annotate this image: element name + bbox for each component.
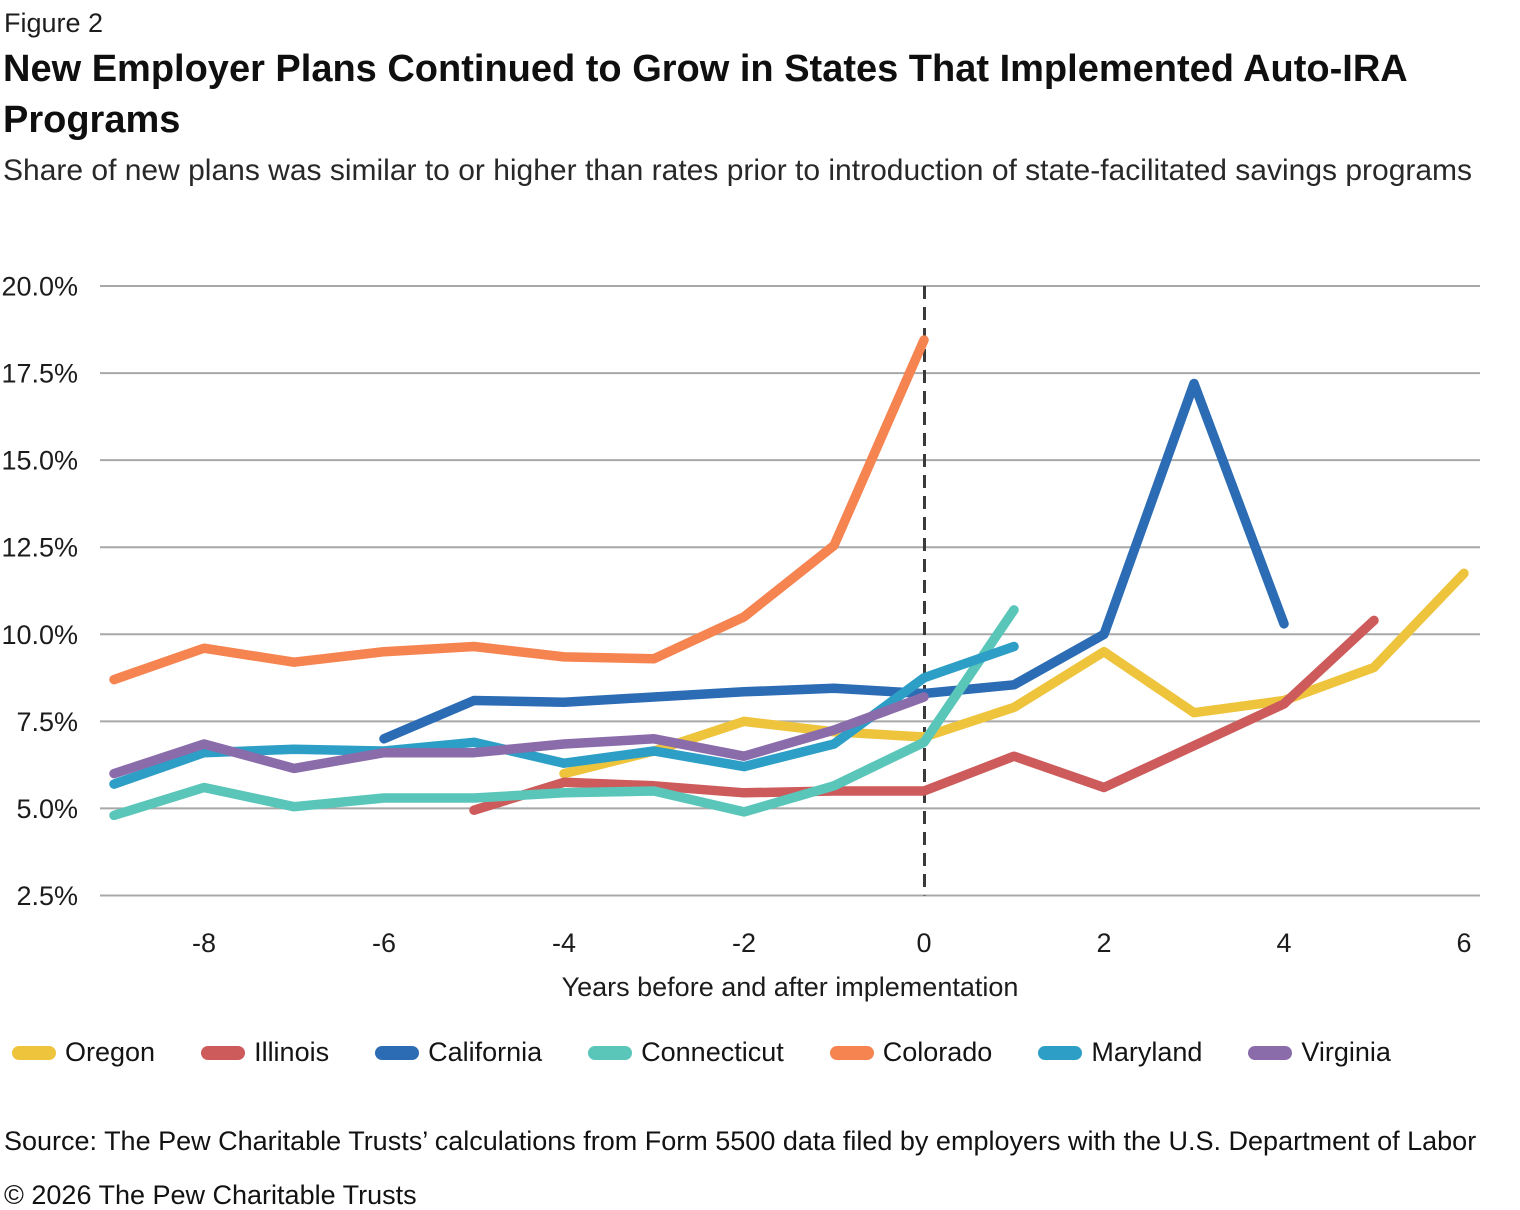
x-tick-label--6: -6 (372, 928, 396, 958)
legend-item-oregon: Oregon (12, 1037, 155, 1068)
legend: Oregon Illinois California Connecticut Color… (12, 1037, 1437, 1068)
series-line-oregon (559, 568, 1469, 779)
legend-swatch-california (375, 1045, 420, 1060)
x-tick-label--2: -2 (732, 928, 756, 958)
legend-item-california: California (375, 1037, 542, 1068)
y-tick-label-15: 15.0% (1, 446, 78, 476)
y-tick-label-7.5: 7.5% (16, 707, 78, 737)
series-line-virginia (109, 692, 929, 779)
legend-swatch-oregon (12, 1045, 56, 1060)
page-subtitle: Share of new plans was similar to or hig… (3, 154, 1473, 187)
legend-swatch-illinois (201, 1045, 246, 1060)
x-tick-label-4: 4 (1276, 928, 1291, 958)
legend-item-colorado: Colorado (829, 1037, 993, 1068)
legend-item-maryland: Maryland (1038, 1037, 1202, 1068)
x-tick-label-6: 6 (1456, 928, 1471, 958)
legend-swatch-connecticut (588, 1045, 633, 1060)
y-tick-label-10: 10.0% (1, 620, 78, 650)
series-line-california (379, 378, 1289, 744)
y-tick-label-17.5: 17.5% (1, 359, 78, 389)
y-tick-label-20: 20.0% (1, 272, 78, 302)
legend-item-connecticut: Connecticut (588, 1037, 784, 1068)
figure-label: Figure 2 (4, 8, 104, 38)
x-axis-title: Years before and after implementation (562, 972, 1019, 1002)
copyright-note: © 2026 The Pew Charitable Trusts (4, 1180, 417, 1210)
series-line-illinois (469, 615, 1379, 815)
legend-item-illinois: Illinois (201, 1037, 329, 1068)
legend-label-connecticut: Connecticut (641, 1037, 784, 1067)
legend-swatch-maryland (1038, 1045, 1083, 1060)
x-tick-label--8: -8 (192, 928, 216, 958)
legend-item-virginia: Virginia (1248, 1037, 1391, 1068)
source-note: Source: The Pew Charitable Trusts’ calcu… (4, 1126, 1477, 1156)
y-tick-label-5: 5.0% (16, 794, 78, 824)
x-tick-label--4: -4 (552, 928, 576, 958)
series-line-connecticut (109, 605, 1019, 821)
legend-swatch-virginia (1248, 1045, 1293, 1060)
legend-label-virginia: Virginia (1301, 1037, 1391, 1067)
page-title: New Employer Plans Continued to Grow in … (3, 48, 1407, 141)
legend-swatch-colorado (829, 1045, 874, 1060)
legend-label-california: California (428, 1037, 543, 1067)
y-tick-label-12.5: 12.5% (1, 533, 78, 563)
series-line-colorado (109, 335, 929, 685)
x-tick-label-0: 0 (916, 928, 931, 958)
legend-label-colorado: Colorado (882, 1037, 993, 1067)
x-tick-label-2: 2 (1096, 928, 1111, 958)
legend-label-illinois: Illinois (254, 1037, 330, 1067)
legend-label-maryland: Maryland (1091, 1037, 1203, 1067)
y-tick-label-2.5: 2.5% (16, 881, 78, 911)
legend-label-oregon: Oregon (65, 1037, 156, 1067)
